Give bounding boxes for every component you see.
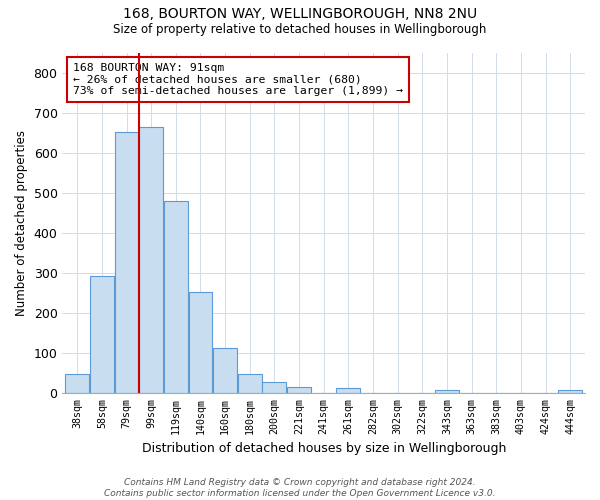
Bar [213, 348, 237, 393]
Bar [558, 390, 582, 393]
Text: Contains HM Land Registry data © Crown copyright and database right 2024.
Contai: Contains HM Land Registry data © Crown c… [104, 478, 496, 498]
Bar [164, 202, 188, 393]
Bar [65, 374, 89, 393]
Bar [115, 132, 139, 393]
Bar [435, 390, 459, 393]
Bar [90, 276, 114, 393]
Text: 168 BOURTON WAY: 91sqm
← 26% of detached houses are smaller (680)
73% of semi-de: 168 BOURTON WAY: 91sqm ← 26% of detached… [73, 62, 403, 96]
Bar [337, 388, 361, 393]
Bar [262, 382, 286, 393]
Text: Size of property relative to detached houses in Wellingborough: Size of property relative to detached ho… [113, 22, 487, 36]
Bar [188, 292, 212, 393]
Bar [238, 374, 262, 393]
X-axis label: Distribution of detached houses by size in Wellingborough: Distribution of detached houses by size … [142, 442, 506, 455]
Bar [287, 387, 311, 393]
Y-axis label: Number of detached properties: Number of detached properties [15, 130, 28, 316]
Bar [139, 126, 163, 393]
Text: 168, BOURTON WAY, WELLINGBOROUGH, NN8 2NU: 168, BOURTON WAY, WELLINGBOROUGH, NN8 2N… [123, 8, 477, 22]
